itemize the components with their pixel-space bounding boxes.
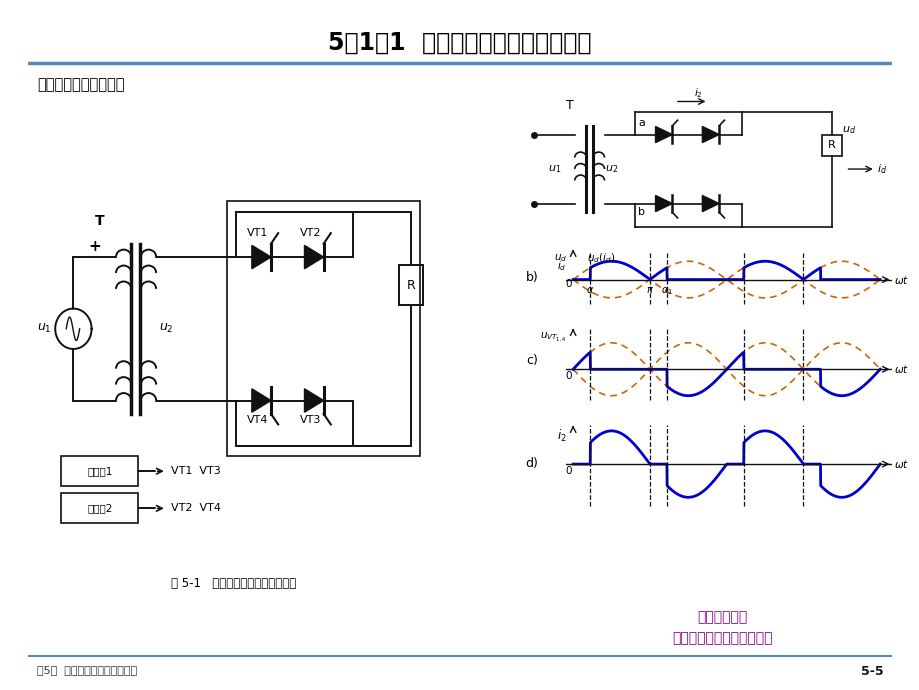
Text: VT1  VT3: VT1 VT3 (171, 466, 221, 476)
Polygon shape (252, 389, 271, 412)
Text: VT4: VT4 (246, 415, 268, 425)
Text: $u_1$: $u_1$ (548, 163, 561, 175)
Text: $\omega t$: $\omega t$ (892, 273, 908, 286)
Text: R: R (406, 279, 414, 292)
Text: 单相全控桥式
带电阻负载时的电路及波形: 单相全控桥式 带电阻负载时的电路及波形 (671, 611, 772, 645)
Polygon shape (252, 246, 271, 268)
Polygon shape (655, 126, 672, 143)
Text: b: b (637, 207, 644, 217)
Text: $\omega t$: $\omega t$ (892, 363, 908, 375)
Text: $u_1$: $u_1$ (38, 322, 52, 335)
Polygon shape (304, 389, 323, 412)
Bar (226, 201, 420, 456)
Text: VT2: VT2 (300, 228, 321, 238)
Text: $\omega t$: $\omega t$ (892, 458, 908, 470)
Text: 图 5-1   单相桥式全控整流原理电路: 图 5-1 单相桥式全控整流原理电路 (171, 578, 296, 591)
Text: 0: 0 (565, 371, 572, 381)
Text: d): d) (525, 457, 538, 470)
Polygon shape (701, 126, 719, 143)
Text: $u_{VT_{1,4}}$: $u_{VT_{1,4}}$ (539, 331, 566, 344)
Text: $i_d$: $i_d$ (557, 259, 566, 273)
Text: 触发器2: 触发器2 (87, 504, 112, 513)
Text: $u_2$: $u_2$ (604, 163, 618, 175)
Text: c): c) (526, 354, 537, 366)
Polygon shape (655, 195, 672, 212)
Bar (62, 493, 138, 523)
Text: $u_d$: $u_d$ (841, 124, 856, 136)
Text: $i_2$: $i_2$ (693, 86, 702, 99)
Text: $u_2$: $u_2$ (159, 322, 174, 335)
Text: 0: 0 (565, 466, 572, 475)
Text: 触发器1: 触发器1 (87, 466, 112, 476)
Text: 第5章  电力电子变流电路的仿真: 第5章 电力电子变流电路的仿真 (37, 665, 137, 675)
Text: VT1: VT1 (246, 228, 268, 238)
Text: 5．1．1  单相桥式全控整流电路仿真: 5．1．1 单相桥式全控整流电路仿真 (328, 31, 591, 55)
Text: VT2  VT4: VT2 VT4 (171, 504, 221, 513)
Bar (62, 456, 138, 486)
Text: $i_d$: $i_d$ (877, 162, 887, 176)
Bar (822, 135, 841, 156)
Text: +: + (88, 239, 101, 254)
Text: a: a (638, 118, 644, 128)
Text: $\alpha_1$: $\alpha_1$ (660, 285, 673, 297)
Polygon shape (701, 195, 719, 212)
Text: T: T (565, 99, 573, 112)
Text: $u_d(i_d)$: $u_d(i_d)$ (586, 251, 614, 265)
Text: $i_2$: $i_2$ (557, 428, 566, 444)
Text: $\pi$: $\pi$ (645, 285, 653, 295)
Text: b): b) (525, 271, 538, 284)
Text: VT3: VT3 (300, 415, 321, 425)
Text: $u_d$: $u_d$ (553, 253, 566, 264)
Text: 5-5: 5-5 (859, 665, 882, 678)
Text: 0: 0 (565, 279, 572, 289)
Text: R: R (827, 141, 835, 150)
Polygon shape (304, 246, 323, 268)
Bar (398, 265, 422, 305)
Text: 单相桥式全控整流电路: 单相桥式全控整流电路 (37, 77, 124, 92)
Text: T: T (95, 214, 105, 228)
Text: $\alpha$: $\alpha$ (585, 285, 594, 295)
